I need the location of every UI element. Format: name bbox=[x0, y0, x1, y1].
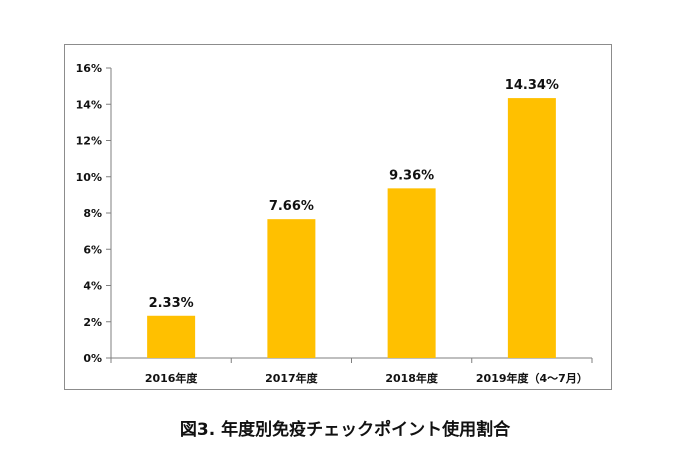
data-label: 2.33% bbox=[149, 296, 194, 311]
bar bbox=[147, 315, 196, 358]
y-tick-label: 8% bbox=[83, 207, 102, 220]
data-label: 9.36% bbox=[389, 168, 434, 183]
x-tick-label: 2017年度 bbox=[265, 371, 319, 385]
x-tick-label: 2016年度 bbox=[145, 371, 199, 385]
bar bbox=[507, 98, 556, 359]
y-tick-label: 12% bbox=[76, 135, 102, 148]
data-label: 7.66% bbox=[269, 199, 314, 214]
y-tick-label: 4% bbox=[83, 280, 102, 293]
x-tick-label: 2019年度（4～7月） bbox=[476, 371, 588, 385]
y-tick-label: 2% bbox=[83, 316, 102, 329]
x-tick-label: 2018年度 bbox=[385, 371, 439, 385]
bar bbox=[267, 219, 316, 358]
y-tick-label: 14% bbox=[76, 98, 102, 111]
bar bbox=[387, 188, 436, 358]
figure-caption: 図3. 年度別免疫チェックポイント使用割合 bbox=[179, 420, 511, 440]
y-tick-label: 0% bbox=[83, 352, 102, 365]
y-tick-label: 16% bbox=[76, 62, 102, 75]
y-tick-label: 10% bbox=[76, 171, 102, 184]
y-tick-label: 6% bbox=[83, 243, 102, 256]
data-label: 14.34% bbox=[505, 78, 559, 93]
